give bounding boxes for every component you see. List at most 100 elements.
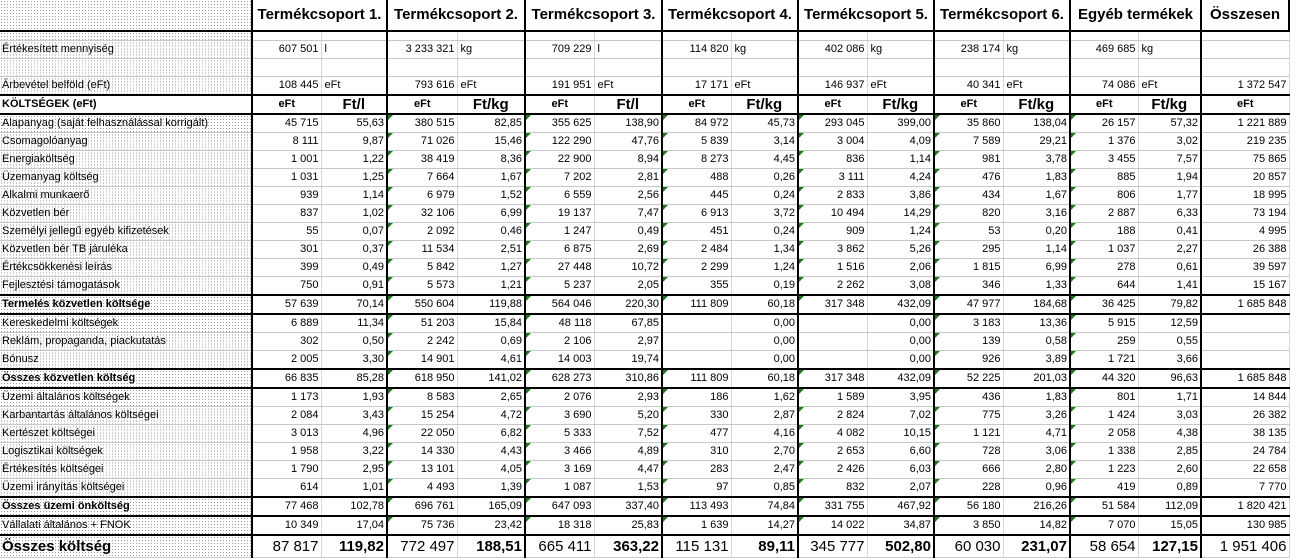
- cell-eft[interactable]: 445: [662, 186, 732, 205]
- blank-cell[interactable]: [662, 58, 732, 77]
- cell-eft[interactable]: 614: [252, 478, 322, 498]
- cell-eft[interactable]: 618 950: [387, 368, 458, 389]
- cell-per-unit[interactable]: 1,24: [731, 258, 799, 277]
- col-unit-per[interactable]: Ft/l: [321, 94, 388, 115]
- volume-row-unit[interactable]: kg: [867, 40, 935, 59]
- blank-cell[interactable]: [1201, 58, 1290, 77]
- cell-per-unit[interactable]: 127,15: [1138, 534, 1202, 558]
- cell-eft[interactable]: 1 037: [1070, 240, 1139, 259]
- cell-total[interactable]: 4 995: [1201, 222, 1290, 241]
- volume-row-unit[interactable]: l: [594, 40, 663, 59]
- cell-eft[interactable]: 26 157: [1070, 114, 1139, 133]
- cell-eft[interactable]: 331 755: [798, 496, 868, 517]
- cell-eft[interactable]: 2 262: [798, 276, 868, 296]
- cell-per-unit[interactable]: 188,51: [457, 534, 526, 558]
- volume-row-value[interactable]: 3 233 321: [387, 40, 458, 59]
- blank-cell[interactable]: [387, 58, 458, 77]
- cell-per-unit[interactable]: 3,22: [321, 442, 388, 461]
- cell-eft[interactable]: 647 093: [525, 496, 595, 517]
- cell-eft[interactable]: 3 862: [798, 240, 868, 259]
- cell-per-unit[interactable]: 3,66: [1138, 350, 1202, 370]
- cell-per-unit[interactable]: 74,84: [731, 496, 799, 517]
- cell-per-unit[interactable]: 138,90: [594, 114, 663, 133]
- cell-per-unit[interactable]: 3,16: [1003, 204, 1071, 223]
- cell-total[interactable]: 20 857: [1201, 168, 1290, 187]
- cell-eft[interactable]: 2 058: [1070, 424, 1139, 443]
- spacer-cell[interactable]: [321, 31, 388, 41]
- cell-eft[interactable]: 14 022: [798, 516, 868, 536]
- cell-per-unit[interactable]: 0,96: [1003, 478, 1071, 498]
- row-label[interactable]: Közvetlen bér: [0, 204, 253, 223]
- cell-eft[interactable]: 2 242: [387, 332, 458, 351]
- cell-eft[interactable]: 186: [662, 388, 732, 407]
- cell-eft[interactable]: 346: [934, 276, 1004, 296]
- cell-per-unit[interactable]: 2,05: [594, 276, 663, 296]
- cell-per-unit[interactable]: 1,25: [321, 168, 388, 187]
- cell-eft[interactable]: 302: [252, 332, 322, 351]
- cell-eft[interactable]: 3 169: [525, 460, 595, 479]
- cell-per-unit[interactable]: 14,29: [867, 204, 935, 223]
- cell-per-unit[interactable]: 1,14: [1003, 240, 1071, 259]
- revenue-row-unit[interactable]: eFt: [1003, 76, 1071, 96]
- cell-per-unit[interactable]: 0,00: [731, 350, 799, 370]
- cell-per-unit[interactable]: 0,24: [731, 222, 799, 241]
- cell-per-unit[interactable]: 0,89: [1138, 478, 1202, 498]
- cell-eft[interactable]: 51 203: [387, 314, 458, 333]
- cell-eft[interactable]: 728: [934, 442, 1004, 461]
- cell-eft[interactable]: 8 583: [387, 388, 458, 407]
- cell-eft[interactable]: 22 050: [387, 424, 458, 443]
- cell-eft[interactable]: 5 333: [525, 424, 595, 443]
- cell-per-unit[interactable]: 0,50: [321, 332, 388, 351]
- blank-cell[interactable]: [0, 58, 253, 77]
- row-label[interactable]: Bónusz: [0, 350, 253, 370]
- cell-eft[interactable]: 8 273: [662, 150, 732, 169]
- cell-per-unit[interactable]: 1,62: [731, 388, 799, 407]
- cell-eft[interactable]: 32 106: [387, 204, 458, 223]
- cell-per-unit[interactable]: 0,00: [867, 350, 935, 370]
- cell-per-unit[interactable]: 34,87: [867, 516, 935, 536]
- cell-per-unit[interactable]: 4,16: [731, 424, 799, 443]
- cell-per-unit[interactable]: 25,83: [594, 516, 663, 536]
- cell-eft[interactable]: [662, 350, 732, 370]
- cell-eft[interactable]: 772 497: [387, 534, 458, 558]
- cell-eft[interactable]: 5 915: [1070, 314, 1139, 333]
- cell-per-unit[interactable]: 0,49: [321, 258, 388, 277]
- cell-total[interactable]: 219 235: [1201, 132, 1290, 151]
- cell-eft[interactable]: 6 979: [387, 186, 458, 205]
- cell-eft[interactable]: 909: [798, 222, 868, 241]
- cell-per-unit[interactable]: 399,00: [867, 114, 935, 133]
- cell-eft[interactable]: 1 247: [525, 222, 595, 241]
- cell-total[interactable]: 1 820 421: [1201, 496, 1290, 517]
- revenue-row-value[interactable]: 17 171: [662, 76, 732, 96]
- volume-row-value[interactable]: 469 685: [1070, 40, 1139, 59]
- revenue-row-value[interactable]: 793 616: [387, 76, 458, 96]
- cell-eft[interactable]: 1 815: [934, 258, 1004, 277]
- cell-per-unit[interactable]: 2,27: [1138, 240, 1202, 259]
- row-label[interactable]: Reklám, propaganda, piackutatás: [0, 332, 253, 351]
- revenue-row-value[interactable]: 191 951: [525, 76, 595, 96]
- cell-per-unit[interactable]: 1,67: [1003, 186, 1071, 205]
- cell-per-unit[interactable]: 15,84: [457, 314, 526, 333]
- volume-row-value[interactable]: 709 229: [525, 40, 595, 59]
- revenue-row-unit[interactable]: eFt: [867, 76, 935, 96]
- row-label[interactable]: Karbantartás általános költségei: [0, 406, 253, 425]
- cell-eft[interactable]: 5 839: [662, 132, 732, 151]
- blank-cell[interactable]: [1070, 58, 1139, 77]
- cell-per-unit[interactable]: 6,03: [867, 460, 935, 479]
- cell-per-unit[interactable]: 3,26: [1003, 406, 1071, 425]
- cell-eft[interactable]: 832: [798, 478, 868, 498]
- cell-per-unit[interactable]: 0,91: [321, 276, 388, 296]
- volume-row-value[interactable]: 607 501: [252, 40, 322, 59]
- revenue-row-total[interactable]: 1 372 547: [1201, 76, 1290, 96]
- cell-eft[interactable]: 36 425: [1070, 294, 1139, 315]
- cell-eft[interactable]: 22 900: [525, 150, 595, 169]
- volume-row-unit[interactable]: kg: [1003, 40, 1071, 59]
- cell-per-unit[interactable]: 79,82: [1138, 294, 1202, 315]
- cell-eft[interactable]: 837: [252, 204, 322, 223]
- cell-eft[interactable]: 665 411: [525, 534, 595, 558]
- cell-per-unit[interactable]: 3,86: [867, 186, 935, 205]
- volume-row-unit[interactable]: kg: [1138, 40, 1202, 59]
- cell-eft[interactable]: 3 111: [798, 168, 868, 187]
- cell-eft[interactable]: 380 515: [387, 114, 458, 133]
- cell-per-unit[interactable]: 6,82: [457, 424, 526, 443]
